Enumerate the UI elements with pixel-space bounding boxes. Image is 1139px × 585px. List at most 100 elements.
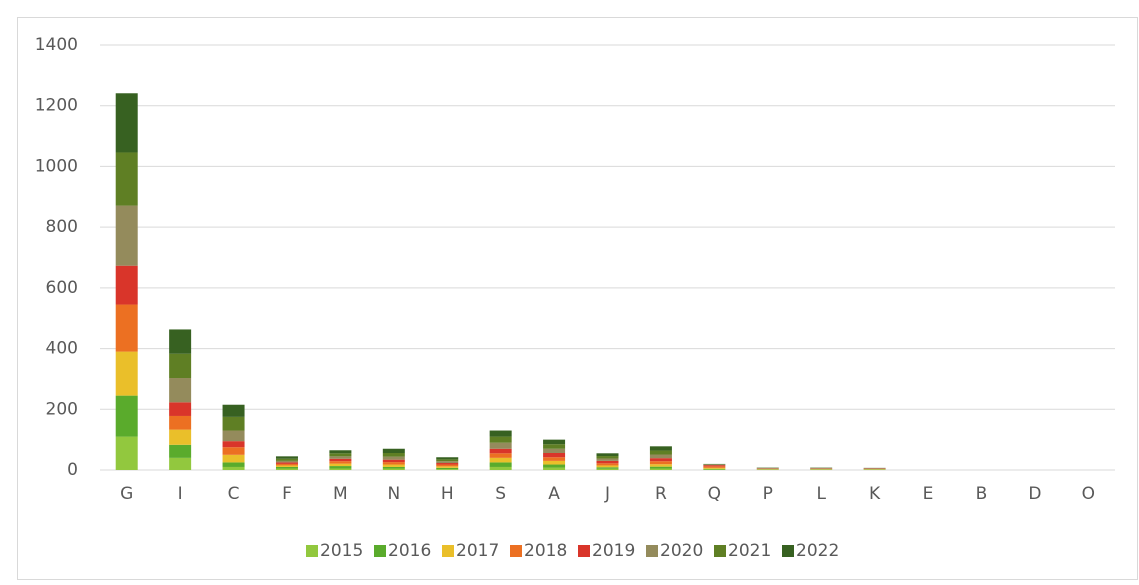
bar-segment [116, 352, 138, 396]
bar-segment [703, 466, 725, 468]
x-tick-label: L [816, 484, 826, 504]
bar-segment [597, 469, 619, 470]
chart-frame [18, 18, 1138, 580]
bar-segment [436, 459, 458, 461]
bar-segment [276, 468, 298, 470]
bar-segment [169, 458, 191, 470]
x-tick-label: O [1082, 484, 1095, 504]
x-tick-label: A [548, 484, 560, 504]
bar-segment [329, 456, 351, 458]
legend-label: 2017 [456, 541, 499, 561]
bar-segment [490, 467, 512, 470]
bar-segment [169, 329, 191, 353]
bar-segment [543, 440, 565, 445]
bar-segment [436, 466, 458, 468]
bar-segment [276, 461, 298, 463]
legend-swatch [646, 545, 658, 557]
bar-segment [597, 456, 619, 458]
bar-segment [276, 462, 298, 464]
bar-segment [383, 453, 405, 457]
bar-segment [436, 457, 458, 459]
bar-segment [650, 455, 672, 459]
bar-segment [490, 453, 512, 458]
y-tick-label: 400 [46, 339, 78, 359]
bar-segment [703, 468, 725, 469]
bar-segment [597, 467, 619, 469]
bar-segment [543, 444, 565, 449]
legend-label: 2020 [660, 541, 703, 561]
bar-segment [223, 467, 245, 470]
bar-segment [223, 441, 245, 447]
bar-segment [436, 469, 458, 470]
legend-swatch [374, 545, 386, 557]
bar-segment [543, 457, 565, 461]
bar-segment [223, 455, 245, 463]
bar-segment [650, 467, 672, 469]
legend-swatch [782, 545, 794, 557]
x-tick-label: M [333, 484, 348, 504]
bar-segment [329, 468, 351, 470]
bar-segment [169, 378, 191, 402]
x-tick-label: R [655, 484, 667, 504]
bar-segment [116, 396, 138, 437]
x-tick-label: K [869, 484, 881, 504]
x-tick-label: D [1028, 484, 1041, 504]
bar-segment [223, 405, 245, 417]
bar-segment [116, 266, 138, 305]
bar-segment [490, 458, 512, 463]
bar-segment [650, 468, 672, 470]
bar-segment [597, 453, 619, 456]
bar-segment [383, 449, 405, 453]
y-tick-label: 1400 [35, 35, 78, 55]
x-tick-label: J [604, 484, 610, 504]
bar-segment [169, 430, 191, 445]
bar-segment [169, 416, 191, 430]
x-tick-label: B [976, 484, 988, 504]
bar-segment [169, 445, 191, 458]
bar-segment [329, 450, 351, 453]
bar-segment [703, 465, 725, 466]
bar-segment [383, 460, 405, 462]
bar-segment [436, 468, 458, 469]
bar-segment [543, 453, 565, 457]
bar-segment [597, 461, 619, 463]
bar-segment [223, 462, 245, 467]
bar-segment [703, 469, 725, 470]
legend-swatch [714, 545, 726, 557]
bar-segment [329, 464, 351, 466]
legend-label: 2019 [592, 541, 635, 561]
bar-segment [383, 465, 405, 467]
y-tick-label: 1200 [35, 96, 78, 116]
x-tick-label: Q [708, 484, 721, 504]
bar-segment [276, 465, 298, 467]
bar-segment [650, 464, 672, 466]
bar-segment [276, 459, 298, 461]
bar-segment [490, 462, 512, 467]
bar-segment [116, 152, 138, 205]
bar-segment [223, 417, 245, 431]
bar-segment [650, 461, 672, 464]
legend-swatch [510, 545, 522, 557]
legend-label: 2015 [320, 541, 363, 561]
x-tick-label: I [178, 484, 183, 504]
bar-segment [597, 463, 619, 465]
x-tick-label: F [282, 484, 292, 504]
bar-segment [490, 431, 512, 437]
y-tick-label: 800 [46, 217, 78, 237]
bar-segment [597, 465, 619, 467]
y-tick-label: 600 [46, 278, 78, 298]
bar-segment [329, 459, 351, 461]
bar-segment [436, 465, 458, 467]
legend-label: 2021 [728, 541, 771, 561]
bar-segment [650, 458, 672, 461]
bar-segment [276, 456, 298, 458]
bar-segment [116, 305, 138, 352]
bar-segment [116, 437, 138, 470]
bar-segment [490, 443, 512, 449]
bar-segment [597, 458, 619, 460]
bar-segment [329, 453, 351, 456]
bar-segment [543, 465, 565, 468]
bar-segment [116, 93, 138, 152]
bar-segment [276, 464, 298, 466]
